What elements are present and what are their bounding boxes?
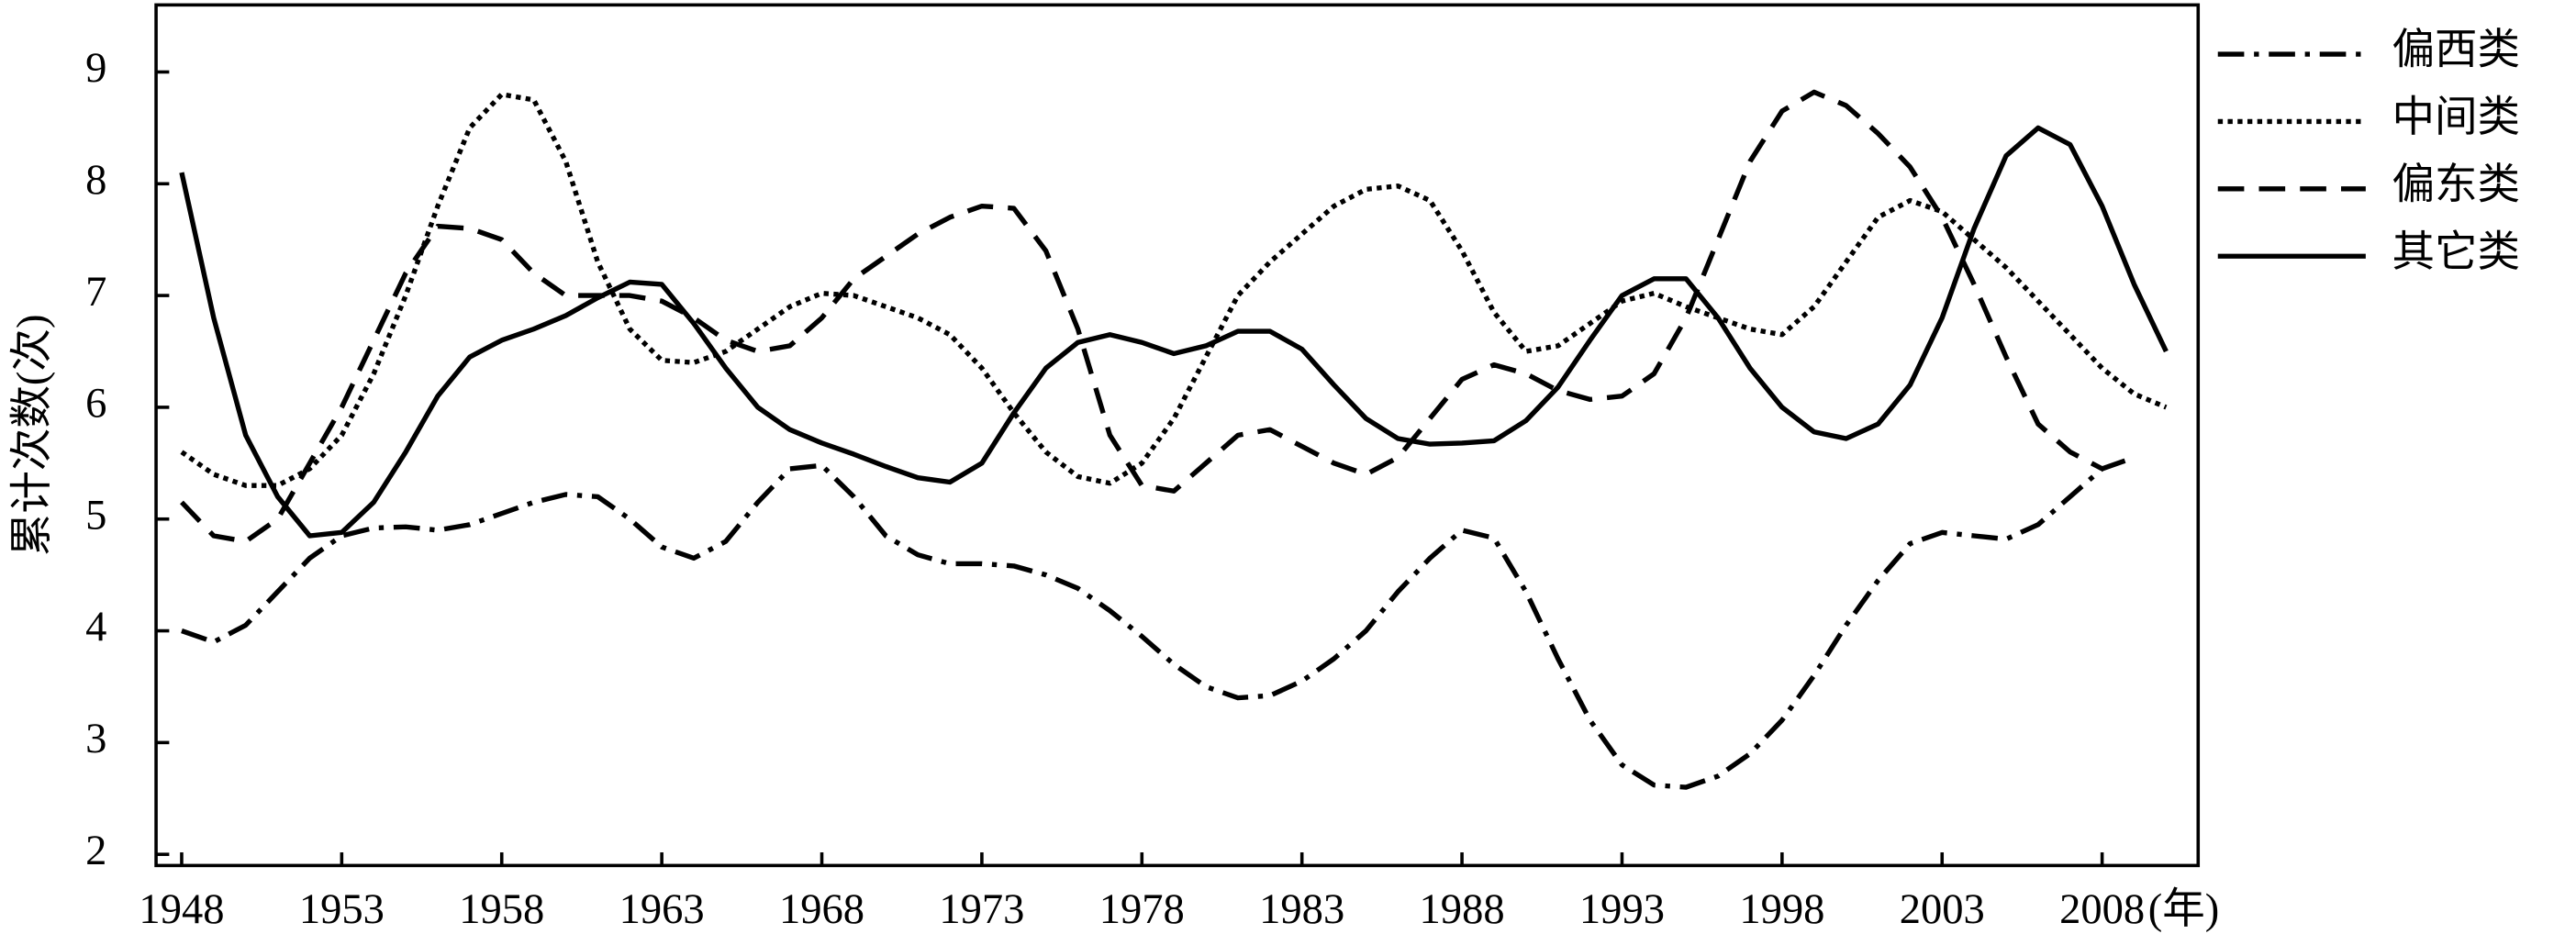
x-tick-label: 1958 — [459, 886, 544, 933]
plot-frame — [154, 3, 2201, 868]
series-line — [180, 92, 2168, 488]
x-tick-label: 1948 — [139, 886, 224, 933]
legend-label: 偏西类 — [2392, 28, 2521, 74]
legend-label: 偏东类 — [2392, 162, 2521, 209]
y-tick-label: 2 — [85, 828, 106, 874]
x-tick-label: 1993 — [1579, 886, 1665, 933]
legend-label: 其它类 — [2392, 229, 2521, 276]
x-tick-label: 1968 — [779, 886, 864, 933]
x-axis-label: (年) — [2148, 886, 2220, 933]
x-tick-label: 2003 — [1900, 886, 1985, 933]
series-line — [179, 125, 2169, 539]
y-tick-label: 5 — [85, 492, 106, 539]
y-axis-label: 累计次数(次) — [9, 315, 56, 557]
x-tick-label: 1983 — [1259, 886, 1344, 933]
x-tick-label: 1953 — [299, 886, 385, 933]
y-tick-label: 4 — [85, 604, 106, 650]
x-tick-label: 2008 — [2059, 886, 2145, 933]
x-tick-label: 1988 — [1420, 886, 1505, 933]
x-tick-label: 1973 — [939, 886, 1024, 933]
y-tick-label: 6 — [85, 381, 106, 428]
legend-label: 中间类 — [2392, 94, 2521, 141]
x-tick-label: 1978 — [1099, 886, 1185, 933]
x-tick-label: 1998 — [1739, 886, 1824, 933]
y-tick-label: 8 — [85, 157, 106, 204]
y-tick-label: 7 — [85, 269, 106, 316]
series-line — [180, 89, 2103, 544]
y-tick-label: 3 — [85, 716, 106, 762]
x-tick-label: 1963 — [619, 886, 705, 933]
y-tick-label: 9 — [85, 45, 106, 92]
series-line — [181, 455, 2136, 790]
